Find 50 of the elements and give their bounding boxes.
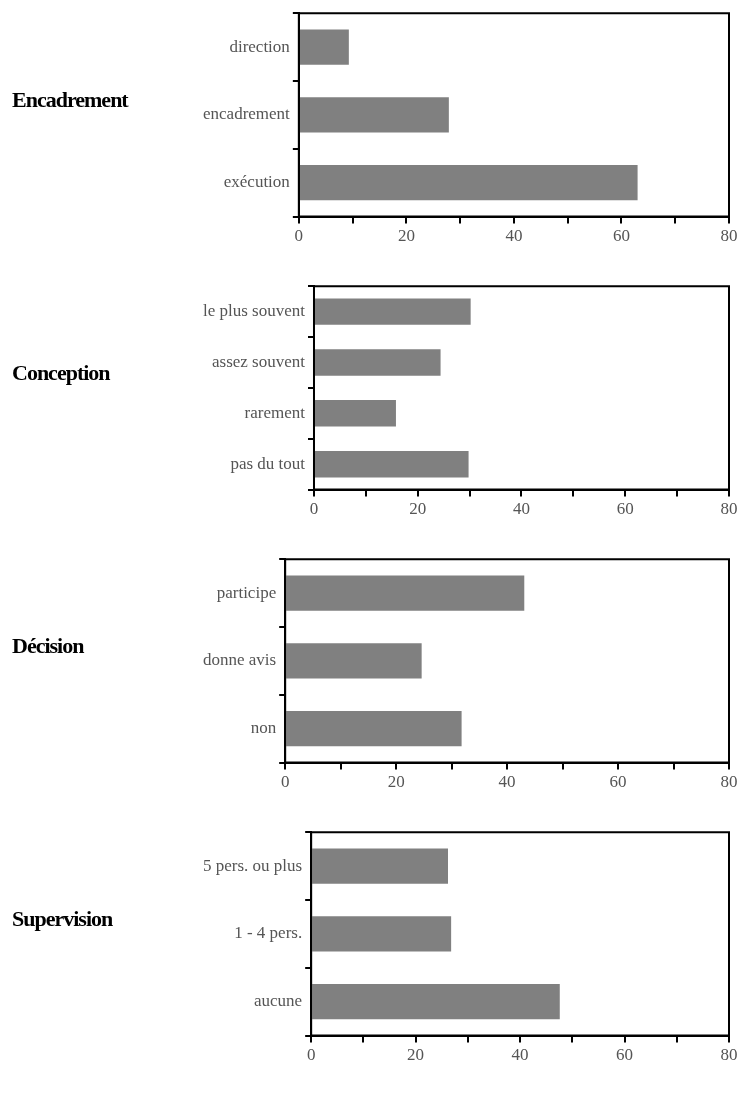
x-tick-label: 0 xyxy=(306,1045,316,1065)
x-tick-label: 60 xyxy=(612,226,630,246)
bar xyxy=(299,29,349,65)
x-tick-label: 80 xyxy=(720,772,738,792)
bar xyxy=(312,984,560,1020)
x-tick-label: 60 xyxy=(609,772,627,792)
y-tick-label: 1 - 4 pers. xyxy=(234,923,303,943)
x-tick-label: 0 xyxy=(294,226,304,246)
bar xyxy=(299,97,449,133)
x-tick-label: 0 xyxy=(280,772,290,792)
x-tick-label: 80 xyxy=(720,499,738,519)
y-tick-label: direction xyxy=(229,36,291,56)
text: Encadrement xyxy=(12,86,128,114)
y-tick-label: encadrement xyxy=(202,104,291,124)
bar xyxy=(314,450,469,478)
x-tick-label: 40 xyxy=(511,1045,529,1065)
x-tick-label: 60 xyxy=(616,499,634,519)
bar xyxy=(312,848,448,884)
bar xyxy=(312,916,452,952)
x-tick-label: 60 xyxy=(616,1045,634,1065)
x-tick-label: 40 xyxy=(513,499,530,519)
bar xyxy=(286,575,525,611)
x-tick-label: 20 xyxy=(397,226,415,246)
y-tick-label: 5 pers. ou plus xyxy=(202,855,303,875)
y-tick-label: non xyxy=(250,718,277,738)
text: Supervision xyxy=(12,905,113,933)
x-tick-label: 40 xyxy=(505,226,523,246)
x-tick-label: 40 xyxy=(498,772,516,792)
x-tick-label: 20 xyxy=(409,499,427,519)
bar xyxy=(314,298,471,325)
y-tick-label: le plus souvent xyxy=(202,301,306,321)
bar xyxy=(299,165,638,201)
y-tick-label: exécution xyxy=(223,172,291,192)
x-tick-label: 20 xyxy=(407,1045,425,1065)
x-tick-label: 20 xyxy=(387,772,405,792)
x-tick-label: 80 xyxy=(720,1045,738,1065)
bar xyxy=(314,349,441,376)
text: Décision xyxy=(12,632,84,660)
bar xyxy=(286,711,462,747)
bar xyxy=(286,643,422,679)
y-tick-label: aucune xyxy=(254,991,303,1011)
y-tick-label: participe xyxy=(216,582,277,602)
x-tick-label: 0 xyxy=(309,499,319,519)
y-tick-label: assez souvent xyxy=(211,351,306,371)
x-tick-label: 80 xyxy=(720,226,738,246)
text: Conception xyxy=(12,359,110,387)
bar xyxy=(314,400,396,427)
y-tick-label: pas du tout xyxy=(230,453,306,473)
y-tick-label: donne avis xyxy=(202,650,277,670)
y-tick-label: rarement xyxy=(244,402,306,422)
